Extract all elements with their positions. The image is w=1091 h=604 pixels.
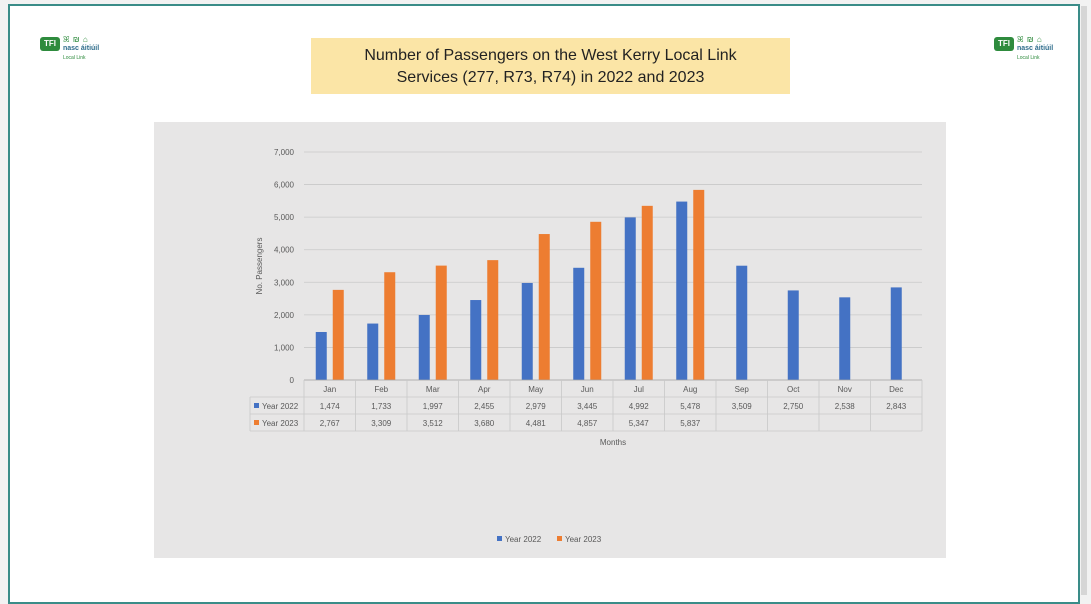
data-label: 2,750	[783, 402, 804, 411]
x-tick-label: Jul	[634, 385, 644, 394]
table-series-name: Year 2022	[262, 402, 299, 411]
data-label: 3,680	[474, 419, 495, 428]
data-label: 2,455	[474, 402, 495, 411]
x-axis-label: Months	[600, 438, 626, 447]
logo-badge: TFI	[40, 37, 60, 51]
logo-subtext: Local Link	[63, 55, 86, 61]
logo-text: nasc áitiúil	[1017, 45, 1054, 52]
x-tick-label: Dec	[889, 385, 903, 394]
bar-2022	[624, 217, 636, 380]
legend-key	[497, 536, 502, 541]
data-label: 2,538	[835, 402, 856, 411]
x-tick-label: Nov	[838, 385, 852, 394]
bar-2022	[676, 201, 688, 380]
x-tick-label: May	[528, 385, 543, 394]
bar-2022	[315, 331, 327, 380]
bar-2022	[470, 300, 482, 380]
y-tick-label: 2,000	[274, 311, 295, 320]
bar-2023	[693, 189, 705, 380]
x-tick-label: Sep	[735, 385, 750, 394]
table-legend-key	[254, 403, 259, 408]
data-label: 2,843	[886, 402, 907, 411]
tfi-local-link-logo-left: TFI ꕤ ₪ ⌂ nasc áitiúil Local Link	[40, 34, 110, 64]
y-axis-label: No. Passengers	[255, 238, 264, 295]
logo-icons: ꕤ ₪ ⌂	[63, 35, 89, 44]
data-label: 3,309	[371, 419, 392, 428]
y-tick-label: 5,000	[274, 213, 295, 222]
y-tick-label: 4,000	[274, 246, 295, 255]
bar-2022	[418, 314, 430, 380]
bar-2023	[538, 234, 550, 380]
bar-2022	[839, 297, 851, 380]
bar-2023	[435, 265, 447, 380]
slide-shadow	[1081, 6, 1087, 595]
data-label: 2,767	[320, 419, 341, 428]
chart-title-box: Number of Passengers on the West Kerry L…	[311, 38, 790, 94]
bar-chart: 0 1,000 2,000 3,000 4,000 5,000 6,000 7,000 No. …	[249, 148, 923, 544]
bar-2022	[521, 282, 533, 380]
bar-2023	[641, 205, 653, 380]
chart-title-line2: Services (277, R73, R74) in 2022 and 202…	[396, 69, 705, 86]
logo-text: nasc áitiúil	[63, 45, 100, 52]
bar-2022	[736, 265, 748, 380]
y-tick-label: 1,000	[274, 343, 295, 352]
data-label: 5,837	[680, 419, 701, 428]
data-label: 3,509	[732, 402, 753, 411]
data-label: 2,979	[526, 402, 547, 411]
y-tick-label: 0	[290, 376, 295, 385]
x-tick-label: Jun	[581, 385, 594, 394]
data-label: 3,445	[577, 402, 598, 411]
bar-2023	[384, 272, 396, 380]
data-label: 1,997	[423, 402, 444, 411]
bar-2022	[573, 267, 585, 380]
bar-2023	[487, 260, 499, 380]
y-tick-label: 6,000	[274, 181, 295, 190]
table-series-name: Year 2023	[262, 419, 299, 428]
y-tick-label: 7,000	[274, 148, 295, 157]
y-tick-label: 3,000	[274, 278, 295, 287]
data-label: 5,347	[629, 419, 650, 428]
data-label: 1,474	[320, 402, 341, 411]
bar-2022	[890, 287, 902, 380]
data-label: 5,478	[680, 402, 701, 411]
logo-icons: ꕤ ₪ ⌂	[1017, 35, 1043, 44]
chart-title-line1: Number of Passengers on the West Kerry L…	[364, 47, 737, 64]
chart-area: 0 1,000 2,000 3,000 4,000 5,000 6,000 7,000 No. …	[154, 122, 946, 558]
bar-2023	[590, 221, 602, 380]
bar-2023	[332, 289, 344, 380]
x-tick-label: Oct	[787, 385, 800, 394]
table-legend-key	[254, 420, 259, 425]
logo-subtext: Local Link	[1017, 55, 1040, 61]
bar-2022	[787, 290, 799, 380]
logo-badge: TFI	[994, 37, 1014, 51]
data-label: 4,857	[577, 419, 598, 428]
data-label: 1,733	[371, 402, 392, 411]
legend-key	[557, 536, 562, 541]
x-tick-label: Feb	[374, 385, 388, 394]
data-label: 4,992	[629, 402, 650, 411]
x-tick-label: Mar	[426, 385, 440, 394]
data-label: 3,512	[423, 419, 444, 428]
x-tick-label: Aug	[683, 385, 697, 394]
x-tick-label: Jan	[323, 385, 336, 394]
legend-label: Year 2022	[505, 535, 542, 544]
legend-label: Year 2023	[565, 535, 602, 544]
tfi-local-link-logo-right: TFI ꕤ ₪ ⌂ nasc áitiúil Local Link	[994, 34, 1064, 64]
x-tick-label: Apr	[478, 385, 491, 394]
data-label: 4,481	[526, 419, 547, 428]
bar-2022	[367, 323, 379, 380]
